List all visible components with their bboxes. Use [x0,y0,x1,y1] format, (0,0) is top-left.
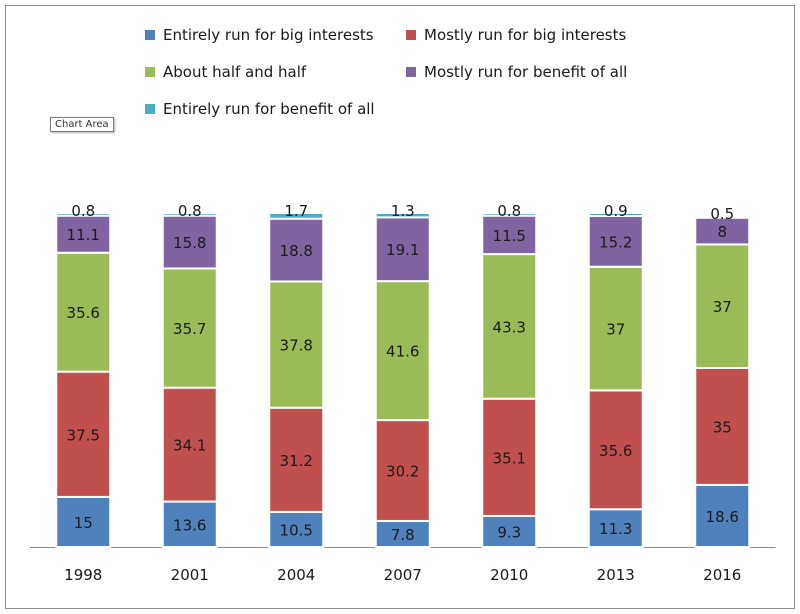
legend-item-half-and-half[interactable]: About half and half [145,63,306,81]
data-label: 31.2 [280,452,313,470]
legend-label: Mostly run for benefit of all [424,63,628,81]
bar-segment [55,214,112,254]
bar-segment [481,212,538,217]
bar-segment [55,212,112,217]
data-label: 1.3 [391,202,415,220]
chart-area-tooltip: Chart Area [50,117,114,132]
data-label: 0.8 [497,202,521,220]
x-tick-label: 2010 [490,566,528,584]
bar-segment [481,397,538,517]
data-label: 37 [606,321,625,339]
x-tick-label: 2001 [171,566,209,584]
bar-segment [694,483,751,549]
bar-segment [587,215,644,268]
bar-segment [268,510,325,548]
legend-swatch [406,30,416,40]
bar-segment [481,253,538,400]
bar-segment [587,508,644,548]
legend-item-mostly-benefit-all[interactable]: Mostly run for benefit of all [406,63,627,81]
bar-segment [374,280,431,422]
bar-segment [268,217,325,283]
data-label: 35.7 [173,320,206,338]
data-label: 41.6 [386,343,419,361]
bar-segment [374,519,431,548]
data-label: 37.5 [67,426,100,444]
bar-segment [694,366,751,486]
bar-segment [374,212,431,219]
data-label: 18.8 [280,242,313,260]
data-label: 8 [717,223,727,241]
legend-swatch [145,30,155,40]
legend-label: About half and half [163,63,307,81]
bar-segment [161,386,218,503]
bar-segment [587,265,644,392]
data-label: 35.6 [599,442,632,460]
x-tick-label: 2013 [597,566,635,584]
data-label: 15.2 [599,233,632,251]
x-tick-label: 1998 [64,566,102,584]
chart-border [5,5,795,609]
data-label: 34.1 [173,437,206,455]
legend-item-entirely-big-interests[interactable]: Entirely run for big interests [145,26,374,44]
legend-item-mostly-big-interests[interactable]: Mostly run for big interests [406,26,626,44]
data-label: 0.5 [710,205,734,223]
bar-segment [161,212,218,217]
legend-label: Entirely run for benefit of all [163,100,375,118]
bar-segment [268,212,325,220]
legend-swatch [406,67,416,77]
bar-segment [374,419,431,522]
bar-segment [587,212,644,218]
legend-label: Entirely run for big interests [163,26,374,44]
bar-segment [587,389,644,511]
bar-segment [55,370,112,498]
legend-label: Mostly run for big interests [424,26,627,44]
legend-item-entirely-benefit-all[interactable]: Entirely run for benefit of all [145,100,375,118]
data-label: 10.5 [280,521,313,539]
data-label: 37.8 [280,337,313,355]
data-label: 11.1 [67,226,100,244]
x-tick-label: 2004 [277,566,315,584]
data-label: 30.2 [386,463,419,481]
bar-segment [694,243,751,369]
data-label: 37 [713,298,732,316]
data-label: 9.3 [497,523,521,541]
data-label: 11.5 [493,227,526,245]
legend-swatch [145,67,155,77]
data-label: 1.7 [284,202,308,220]
legend-swatch [145,104,155,114]
data-label: 0.9 [604,202,628,220]
x-tick-label: 2007 [384,566,422,584]
bar-segment [268,406,325,513]
data-label: 7.8 [391,526,415,544]
data-label: 13.6 [173,516,206,534]
data-label: 0.8 [178,202,202,220]
bar-segment [481,214,538,256]
bar-segment [55,495,112,548]
data-label: 18.6 [706,508,739,526]
x-tick-label: 2016 [703,566,741,584]
data-label: 43.3 [493,318,526,336]
data-label: 19.1 [386,241,419,259]
data-label: 15.8 [173,234,206,252]
data-label: 35.1 [493,449,526,467]
data-label: 35.6 [67,304,100,322]
data-label: 0.8 [71,202,95,220]
data-label: 35 [713,418,732,436]
data-label: 11.3 [599,520,632,538]
bar-segment [268,280,325,409]
bar-segment [694,215,751,219]
bar-segment [374,216,431,283]
bar-segment [161,267,218,389]
bar-segment [161,214,218,270]
data-label: 15 [74,514,93,532]
bar-segment [161,500,218,548]
